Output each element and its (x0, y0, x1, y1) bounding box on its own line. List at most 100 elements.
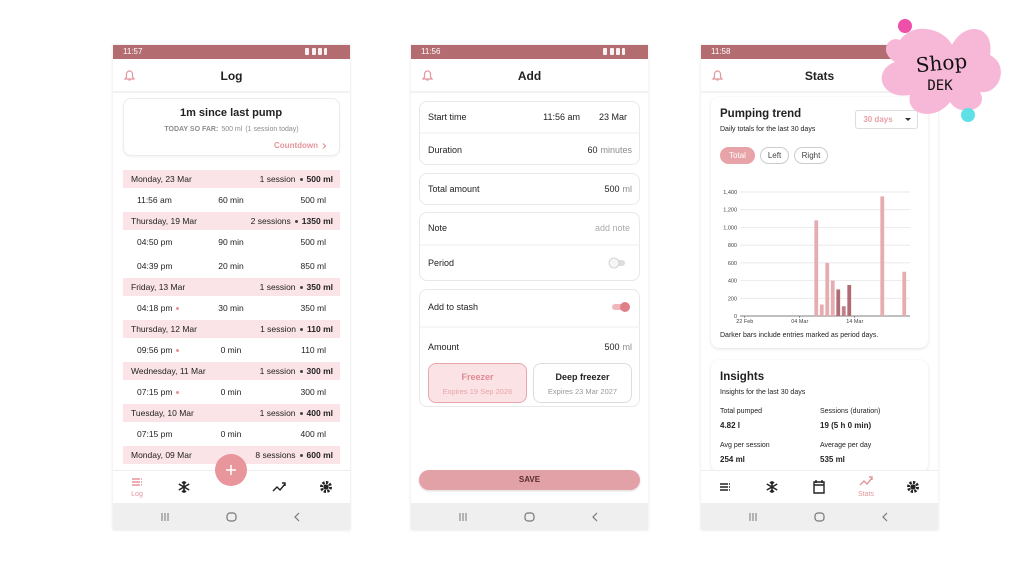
day-total: 1350 ml (301, 216, 333, 226)
card-title: Insights (720, 371, 765, 383)
entry-time: 07:15 pm (137, 429, 173, 439)
day-total: 400 ml (306, 408, 333, 418)
summary-card (123, 98, 340, 156)
filter-label: Right (801, 150, 821, 160)
field-label: Duration (428, 145, 463, 155)
nav-label: Log (131, 491, 143, 498)
entry-duration: 60 min (218, 195, 244, 205)
period-dot (176, 348, 180, 352)
day-date: Friday, 13 Mar (131, 282, 186, 292)
amount-value[interactable]: 500 ml (604, 339, 632, 355)
entry-amount: 400 ml (300, 429, 326, 439)
day-total: 110 ml (307, 324, 333, 334)
day-total: 600 ml (306, 450, 333, 460)
insight-value: 254 ml (720, 455, 745, 464)
day-header (123, 320, 340, 338)
log-list: Monday, 23 Mar 1 session 500 ml 11:56 am 60 … (123, 170, 340, 470)
countdown-link[interactable]: Countdown (274, 141, 318, 150)
day-date: Monday, 09 Mar (131, 450, 192, 460)
summary-heading: 1m since last pump (179, 107, 283, 119)
day-date: Thursday, 19 Mar (131, 216, 197, 226)
entry-row[interactable]: 09:56 pm 0 min 110 ml (123, 338, 340, 362)
save-button[interactable] (419, 470, 640, 490)
today-label: TODAY SO FAR: (164, 125, 219, 133)
entry-row[interactable]: 04:39 pm 20 min 850 ml (123, 254, 340, 278)
entry-time-wrap: 07:15 pm (137, 380, 180, 404)
entry-amount: 110 ml (301, 345, 326, 355)
start-date[interactable]: 23 Mar (598, 112, 627, 122)
day-total: 350 ml (306, 282, 333, 292)
entry-time: 04:50 pm (137, 237, 173, 247)
card-subtitle: Daily totals for the last 30 days (720, 126, 816, 133)
filter-chip[interactable] (760, 147, 789, 164)
day-header (123, 278, 340, 296)
entry-row[interactable]: 04:18 pm 30 min 350 ml (123, 296, 340, 320)
storage-name: Freezer (461, 372, 494, 382)
note-placeholder[interactable]: add note (594, 223, 630, 233)
form-card (419, 212, 640, 281)
day-summary: 2 sessions 1350 ml (251, 212, 333, 230)
amount-unit: ml (622, 342, 633, 352)
separator-dot (299, 285, 303, 289)
day-total: 300 ml (306, 366, 333, 376)
entry-duration: 30 min (218, 303, 244, 313)
screen-title: Log (220, 69, 243, 83)
day-summary: 1 session 300 ml (260, 362, 333, 380)
day-sessions: 1 session (259, 366, 296, 376)
filter-chip[interactable] (794, 147, 828, 164)
nav-label: Stats (858, 491, 874, 498)
day-total: 500 ml (306, 174, 333, 184)
day-sessions: 8 sessions (255, 450, 296, 460)
chart-note: Darker bars include entries marked as pe… (720, 332, 879, 339)
field-label: Total amount (428, 184, 480, 194)
day-date: Wednesday, 11 Mar (131, 366, 206, 376)
entry-amount: 350 ml (300, 303, 326, 313)
entry-time-wrap: 04:50 pm (137, 230, 172, 254)
card-title: Pumping trend (720, 108, 802, 120)
period-dot (176, 390, 180, 394)
form-card (419, 173, 640, 205)
entry-row[interactable]: 07:15 pm 0 min 400 ml (123, 422, 340, 446)
entry-time: 07:15 pm (137, 387, 173, 397)
filter-chip[interactable] (720, 147, 755, 164)
storage-expiry: Expires 23 Mar 2027 (547, 387, 618, 396)
status-time: 11:58 (711, 47, 731, 56)
status-time: 11:56 (421, 47, 441, 56)
today-note: (1 session today) (245, 125, 299, 133)
separator-dot (299, 411, 303, 415)
entry-row[interactable]: 11:56 am 60 min 500 ml (123, 188, 340, 212)
day-header (123, 212, 340, 230)
entry-row[interactable]: 04:50 pm 90 min 500 ml (123, 230, 340, 254)
start-time[interactable]: 11:56 am (543, 112, 580, 122)
screen-title: Stats (804, 69, 835, 83)
entry-time: 09:56 pm (137, 345, 173, 355)
status-bar (113, 45, 350, 59)
storage-option[interactable] (533, 363, 632, 403)
insight-label: Avg per session (720, 442, 770, 449)
today-line: TODAY SO FAR: 500 ml (1 session today) (123, 123, 340, 135)
insight-value: 535 ml (820, 455, 845, 464)
day-summary: 1 session 400 ml (260, 404, 333, 422)
entry-row[interactable]: 07:15 pm 0 min 300 ml (123, 380, 340, 404)
total-value[interactable]: 500 ml (604, 181, 632, 197)
day-summary: 8 sessions 600 ml (255, 446, 333, 464)
total: 500 (604, 184, 620, 194)
entry-duration: 0 min (220, 387, 242, 397)
separator-dot (299, 453, 303, 457)
day-sessions: 1 session (259, 408, 296, 418)
storage-option[interactable] (428, 363, 527, 403)
duration-value[interactable]: 60 minutes (587, 142, 632, 158)
field-label: Amount (428, 342, 460, 352)
system-nav (701, 503, 938, 530)
day-header (123, 404, 340, 422)
duration: 60 (587, 145, 598, 155)
entry-time: 11:56 am (137, 195, 172, 205)
entry-time-wrap: 07:15 pm (137, 422, 172, 446)
separator-dot (299, 177, 303, 181)
trend-card (711, 97, 928, 348)
insights-card (711, 360, 928, 472)
field-label: Start time (428, 112, 467, 122)
entry-time-wrap: 11:56 am (137, 188, 172, 212)
system-nav (411, 503, 648, 530)
entry-time-wrap: 09:56 pm (137, 338, 180, 362)
